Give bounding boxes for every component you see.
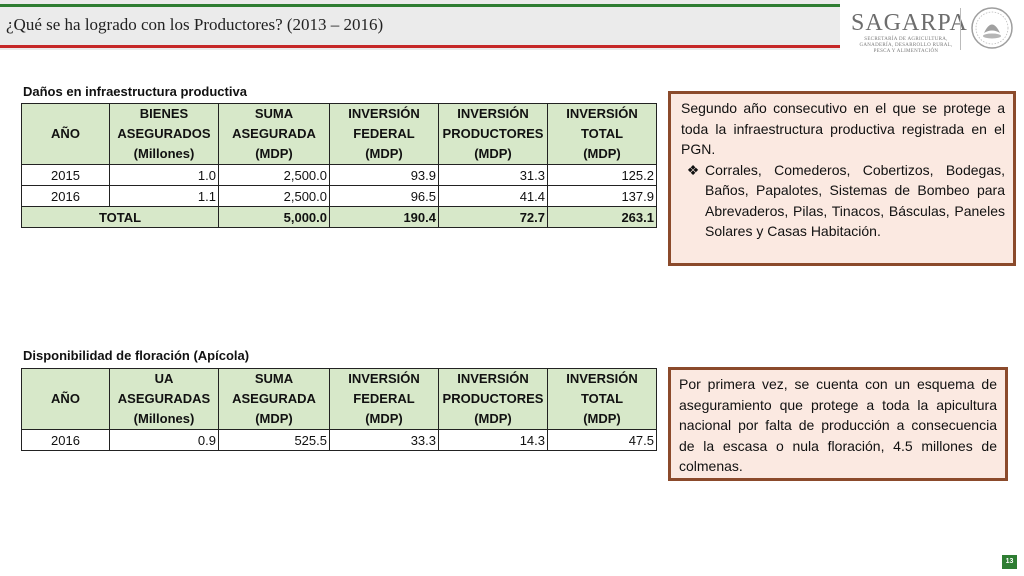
column-header-total-investment: INVERSIÓN TOTAL (MDP) — [547, 368, 657, 430]
table2-title: Disponibilidad de floración (Apícola) — [23, 348, 250, 363]
table-cell: 2016 — [21, 185, 110, 207]
table-cell: 5,000.0 — [218, 206, 330, 228]
table-cell: 137.9 — [547, 185, 657, 207]
table-row: 2016 0.9 525.5 33.3 14.3 47.5 — [21, 429, 657, 451]
table-cell: 96.5 — [329, 185, 439, 207]
column-header-total-investment: INVERSIÓN TOTAL (MDP) — [547, 103, 657, 165]
table-header-row: AÑO BIENES ASEGURADOS (Millones) SUMA ASEGU… — [21, 103, 657, 165]
table-cell: 41.4 — [438, 185, 548, 207]
table-row: 2015 1.0 2,500.0 93.9 31.3 125.2 — [21, 164, 657, 186]
column-header-insured-goods: BIENES ASEGURADOS (Millones) — [109, 103, 219, 165]
table-cell: 0.9 — [109, 429, 219, 451]
apiculture-note-box: Por primera vez, se cuenta con un esquem… — [668, 367, 1008, 481]
column-header-insured-sum: SUMA ASEGURADA (MDP) — [218, 103, 330, 165]
sagarpa-logo: SAGARPA — [851, 10, 968, 36]
sagarpa-logo-subtitle: SECRETARÍA DE AGRICULTURA, GANADERÍA, DE… — [859, 37, 953, 54]
note1-bullet-item: ❖ Corrales, Comederos, Cobertizos, Bodeg… — [681, 160, 1005, 242]
table-cell: 47.5 — [547, 429, 657, 451]
table-cell: 14.3 — [438, 429, 548, 451]
column-header-federal-investment: INVERSIÓN FEDERAL (MDP) — [329, 103, 439, 165]
national-seal-icon — [971, 7, 1013, 49]
note1-text: Segundo año consecutivo en el que se pro… — [681, 100, 1005, 157]
table-cell: 72.7 — [438, 206, 548, 228]
table-header-row: AÑO UA ASEGURADAS (Millones) SUMA ASEGURADA… — [21, 368, 657, 430]
column-header-federal-investment: INVERSIÓN FEDERAL (MDP) — [329, 368, 439, 430]
table-row: 2016 1.1 2,500.0 96.5 41.4 137.9 — [21, 185, 657, 207]
header-red-line — [0, 45, 840, 48]
note1-bullet-text: Corrales, Comederos, Cobertizos, Bodegas… — [705, 161, 1005, 240]
table-cell: 525.5 — [218, 429, 330, 451]
table-cell: 2,500.0 — [218, 164, 330, 186]
table-cell: 33.3 — [329, 429, 439, 451]
flowering-availability-table: AÑO UA ASEGURADAS (Millones) SUMA ASEGURADA… — [21, 368, 657, 451]
table-cell: 190.4 — [329, 206, 439, 228]
table-cell: 2016 — [21, 429, 110, 451]
table-cell: 2015 — [21, 164, 110, 186]
note2-text: Por primera vez, se cuenta con un esquem… — [679, 376, 997, 474]
infrastructure-damage-table: AÑO BIENES ASEGURADOS (Millones) SUMA ASEGU… — [21, 103, 657, 228]
table-cell: 263.1 — [547, 206, 657, 228]
total-label: TOTAL — [21, 206, 219, 228]
infrastructure-note-box: Segundo año consecutivo en el que se pro… — [668, 91, 1016, 266]
table-total-row: TOTAL 5,000.0 190.4 72.7 263.1 — [21, 206, 657, 228]
column-header-year: AÑO — [21, 368, 110, 430]
column-header-year: AÑO — [21, 103, 110, 165]
table-cell: 31.3 — [438, 164, 548, 186]
diamond-bullet-icon: ❖ — [686, 161, 700, 178]
table-cell: 93.9 — [329, 164, 439, 186]
table-cell: 1.0 — [109, 164, 219, 186]
table-cell: 2,500.0 — [218, 185, 330, 207]
column-header-producer-investment: INVERSIÓN PRODUCTORES (MDP) — [438, 103, 548, 165]
page-number-badge: 13 — [1002, 555, 1017, 569]
logo-divider — [960, 8, 961, 50]
column-header-insured-sum: SUMA ASEGURADA (MDP) — [218, 368, 330, 430]
header-band — [0, 0, 840, 50]
table-cell: 125.2 — [547, 164, 657, 186]
table1-title: Daños en infraestructura productiva — [23, 84, 247, 99]
table-cell: 1.1 — [109, 185, 219, 207]
column-header-producer-investment: INVERSIÓN PRODUCTORES (MDP) — [438, 368, 548, 430]
header-green-line — [0, 4, 840, 7]
column-header-insured-units: UA ASEGURADAS (Millones) — [109, 368, 219, 430]
slide-title: ¿Qué se ha logrado con los Productores? … — [6, 15, 384, 34]
